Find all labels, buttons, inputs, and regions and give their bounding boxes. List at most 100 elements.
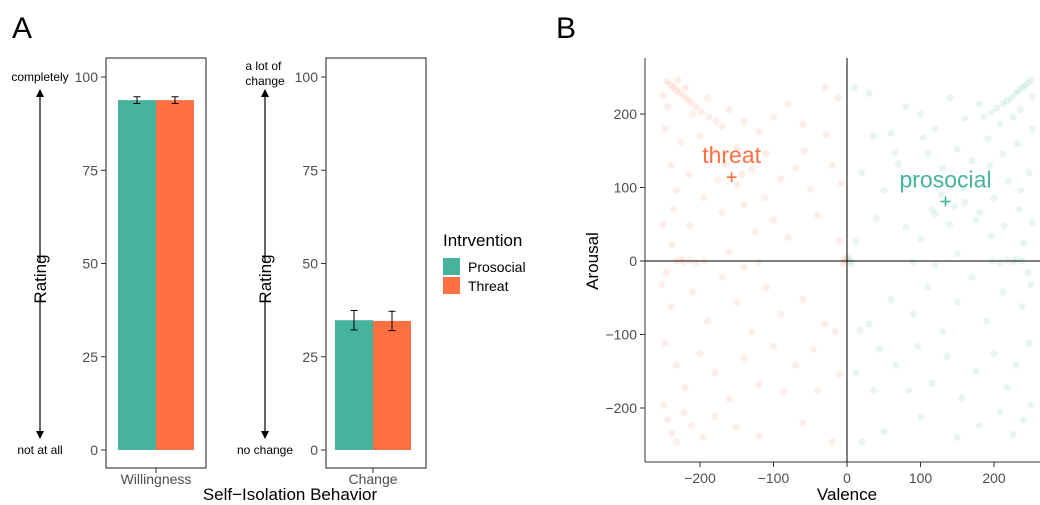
point-prosocial: [961, 114, 969, 123]
point-threat: [799, 295, 807, 303]
point-prosocial: [953, 145, 961, 153]
point-prosocial: [938, 164, 947, 172]
x-tick-label: 200: [982, 470, 1006, 486]
point-threat: [703, 94, 711, 102]
point-prosocial: [1012, 89, 1020, 98]
point-threat: [667, 302, 675, 311]
point-threat: [687, 98, 695, 106]
point-prosocial: [946, 94, 954, 102]
point-prosocial: [1003, 97, 1011, 105]
point-prosocial: [1019, 416, 1027, 424]
point-threat: [821, 320, 829, 328]
point-threat: [740, 117, 748, 125]
panel-letter-b: B: [556, 12, 576, 45]
point-threat: [667, 161, 675, 170]
legend-swatch-threat: [443, 277, 460, 294]
bar-prosocial: [335, 320, 373, 450]
point-prosocial: [983, 317, 991, 325]
point-threat: [664, 103, 672, 111]
point-threat: [733, 144, 741, 152]
point-threat: [769, 113, 778, 121]
point-prosocial: [891, 148, 900, 156]
centroid-threat: [726, 172, 737, 183]
point-prosocial: [1005, 178, 1013, 186]
point-threat: [689, 110, 697, 118]
point-prosocial: [931, 210, 939, 218]
point-prosocial: [872, 214, 881, 222]
y-axis-title-arousal: Arousal: [583, 232, 602, 290]
y-tick-label: −100: [605, 327, 637, 343]
point-threat: [738, 170, 746, 178]
point-prosocial: [928, 379, 936, 387]
legend-swatch-prosocial: [443, 258, 460, 275]
point-threat: [747, 327, 756, 336]
point-threat: [755, 128, 763, 136]
point-threat: [675, 89, 684, 97]
point-prosocial: [959, 183, 967, 192]
point-prosocial: [975, 100, 983, 108]
point-prosocial: [1021, 82, 1029, 90]
point-prosocial: [856, 326, 864, 334]
y-tick-label: 75: [302, 162, 318, 178]
bar-threat: [156, 100, 194, 450]
point-prosocial: [887, 295, 895, 303]
point-prosocial: [916, 110, 925, 118]
point-threat: [672, 438, 681, 446]
point-threat: [828, 438, 836, 446]
point-prosocial: [953, 298, 961, 306]
point-threat: [821, 83, 829, 92]
point-prosocial: [916, 413, 925, 421]
point-prosocial: [880, 427, 888, 436]
point-prosocial: [880, 186, 888, 195]
point-prosocial: [1016, 105, 1025, 114]
point-prosocial: [858, 169, 866, 177]
point-prosocial: [902, 103, 910, 111]
point-threat: [733, 423, 741, 431]
point-threat: [674, 76, 682, 84]
point-prosocial: [894, 160, 903, 168]
point-prosocial: [1028, 219, 1036, 227]
point-threat: [806, 185, 814, 193]
point-prosocial: [996, 120, 1004, 128]
point-threat: [828, 161, 836, 170]
point-threat: [659, 401, 667, 409]
point-threat: [686, 256, 694, 264]
point-prosocial: [865, 320, 873, 328]
point-threat: [696, 350, 704, 358]
point-prosocial: [1008, 94, 1016, 102]
y-tick-label: 25: [82, 349, 98, 365]
point-threat: [740, 201, 748, 209]
legend-label-threat: Threat: [468, 278, 509, 294]
point-prosocial: [972, 216, 980, 224]
point-threat: [677, 138, 685, 146]
point-prosocial: [975, 208, 983, 217]
point-prosocial: [919, 133, 928, 142]
point-threat: [668, 241, 676, 249]
point-threat: [680, 92, 688, 100]
group-label-threat: threat: [702, 142, 761, 168]
point-threat: [687, 422, 695, 430]
point-threat: [721, 160, 729, 168]
point-prosocial: [852, 238, 860, 246]
point-prosocial: [990, 194, 998, 202]
error-bar-prosocial: [350, 309, 358, 331]
point-threat: [836, 370, 844, 378]
x-tick-label: Willingness: [121, 471, 192, 487]
point-threat: [672, 186, 681, 195]
point-threat: [755, 380, 763, 389]
point-prosocial: [887, 129, 895, 137]
plot-frame-change: [325, 57, 427, 469]
legend: Intrvention Prosocial Threat: [443, 231, 526, 294]
point-threat: [747, 166, 756, 174]
point-prosocial: [1024, 269, 1032, 277]
point-prosocial: [916, 235, 925, 243]
y-axis-ticks-willingness: 0 25 50 75 100: [75, 69, 106, 458]
point-prosocial: [968, 157, 976, 165]
point-prosocial: [1000, 222, 1008, 230]
bars-willingness: [118, 96, 194, 450]
point-threat: [696, 132, 704, 140]
y-tick-label: 100: [75, 69, 99, 85]
group-centroids: threat prosocial: [702, 142, 992, 207]
point-threat: [686, 222, 694, 230]
y-tick-label: 50: [82, 256, 98, 272]
